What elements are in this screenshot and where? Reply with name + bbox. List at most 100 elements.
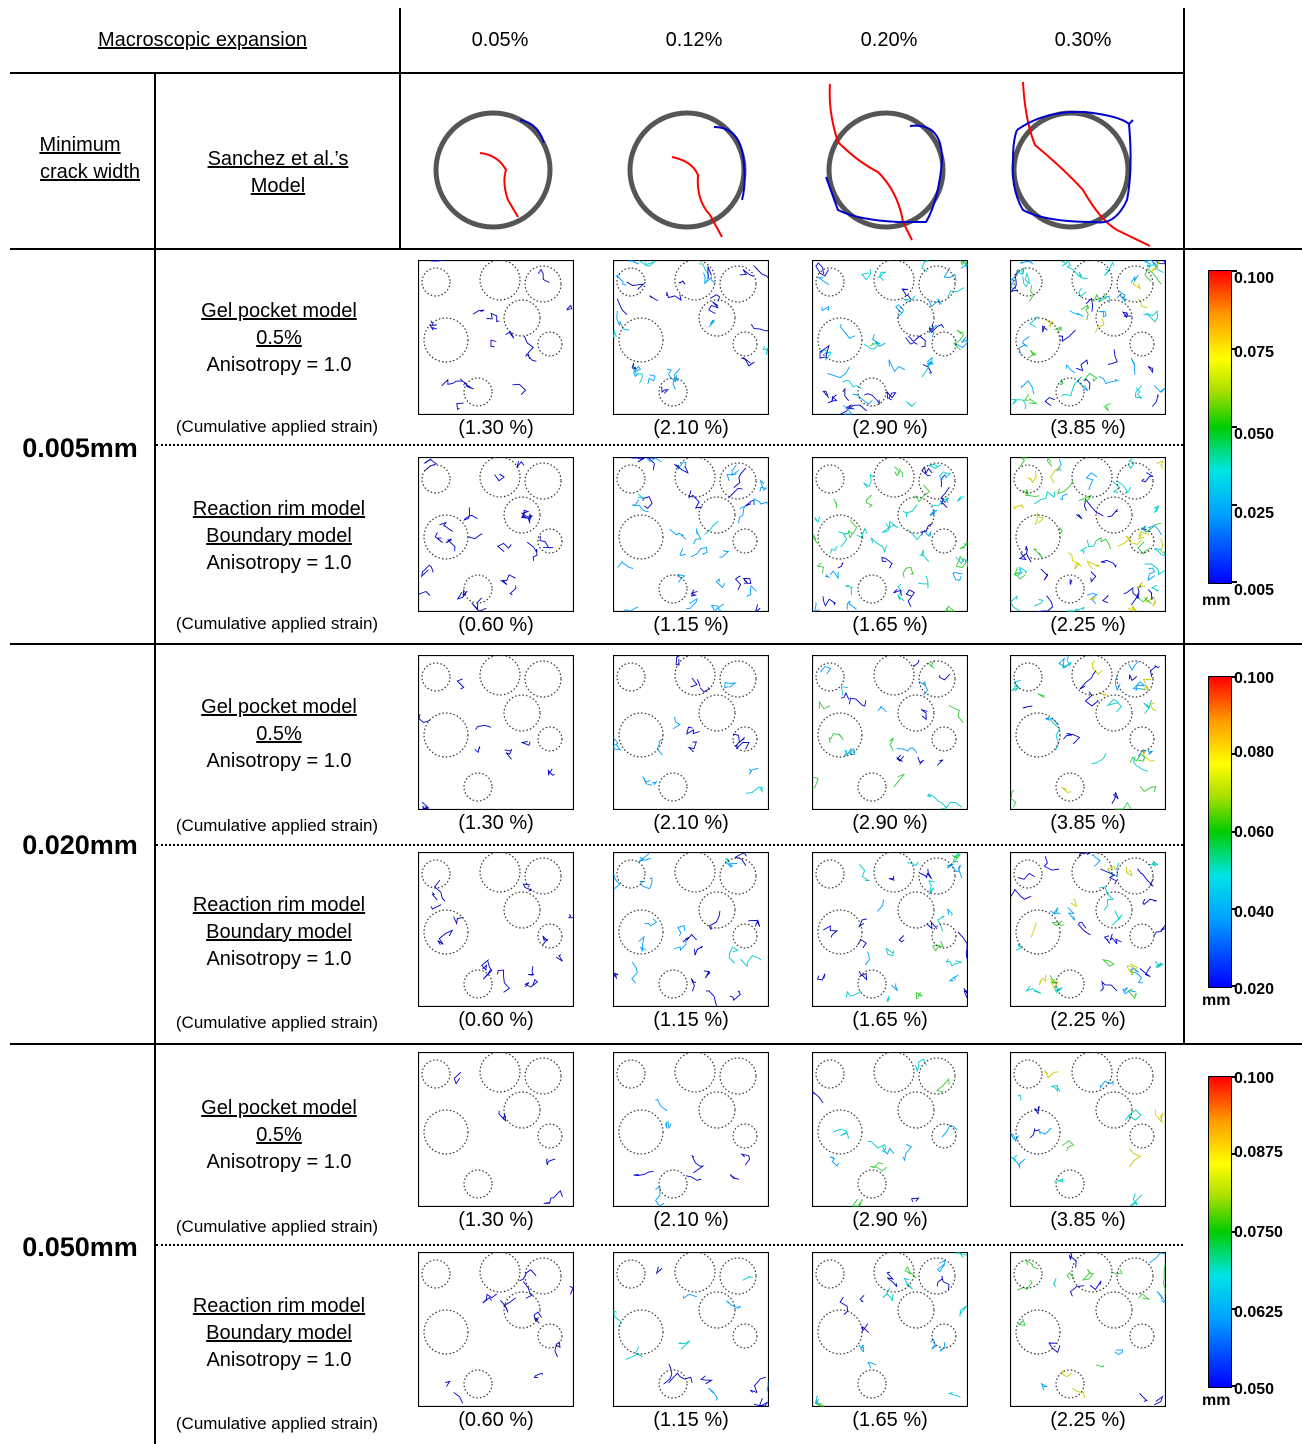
strain-value-r1-c0: (0.60 %) [458,614,534,636]
crack-panel-r2-c2 [812,655,968,810]
strain-value-r3-c1: (1.15 %) [653,1009,729,1031]
model-label-r1s0-1: Gel pocket model [201,696,357,718]
colorbar-1-tick-3: 0.040 [1234,904,1275,921]
colorbar-0-tick-3: 0.025 [1234,505,1275,522]
expansion-0: 0.05% [471,29,529,51]
grid-hline-1 [10,248,1302,250]
strain-value-r2-c0: (1.30 %) [458,812,534,834]
grid-dotted-3 [156,1244,1183,1246]
aniso-r2s1: Anisotropy = 1.0 [206,1349,352,1371]
crack-panel-r1-c0 [418,457,574,612]
colorbar-1-unit: mm [1202,992,1231,1009]
model-label-r0s1-2: Boundary model [206,525,352,547]
grid-dotted-2 [156,844,1183,846]
crack-panel-r2-c0 [418,655,574,810]
strain-value-r0-c1: (2.10 %) [653,417,729,439]
crack-panel-r5-c0 [418,1252,574,1407]
crack-panel-r5-c3 [1010,1252,1166,1407]
grid-vline-mid [399,8,401,250]
strain-value-r1-c3: (2.25 %) [1050,614,1126,636]
strain-caption-r2s0: (Cumulative applied strain) [175,1217,379,1236]
strain-caption-r2s1: (Cumulative applied strain) [175,1414,379,1433]
model-label-r2s1-2: Boundary model [206,1322,352,1344]
crack-panel-r4-c2 [812,1052,968,1207]
crack-panel-r1-c3 [1010,457,1166,612]
crack-panel-r0-c0 [418,260,574,415]
min-width-row-1: 0.020mm [22,830,138,860]
model-label-r1s1-1: Reaction rim model [192,894,366,916]
expansion-2: 0.20% [860,29,918,51]
aniso-r0s0: Anisotropy = 1.0 [206,354,352,376]
aniso-r1s1: Anisotropy = 1.0 [206,948,352,970]
model-label-r1s1-2: Boundary model [206,921,352,943]
model-label-r0s0-2: 0.5% [256,327,302,349]
model-label-r2s0-1: Gel pocket model [201,1097,357,1119]
crack-panel-r3-c0 [418,852,574,1007]
crack-panel-r4-c1 [613,1052,769,1207]
crack-panel-r3-c2 [812,852,968,1007]
crack-panel-r2-c1 [613,655,769,810]
macro-expansion-label: Macroscopic expansion [98,29,307,51]
crack-panel-r4-c0 [418,1052,574,1207]
strain-value-r5-c2: (1.65 %) [852,1409,928,1431]
model-label-r1s0-2: 0.5% [256,723,302,745]
strain-value-r5-c3: (2.25 %) [1050,1409,1126,1431]
model-label-r2s0-2: 0.5% [256,1124,302,1146]
colorbar-2-tick-4: 0.050 [1234,1381,1275,1398]
strain-value-r5-c1: (1.15 %) [653,1409,729,1431]
crack-panel-r0-c1 [613,260,769,415]
strain-value-r3-c0: (0.60 %) [458,1009,534,1031]
crack-panel-r4-c3 [1010,1052,1166,1207]
crack-panel-r2-c3 [1010,655,1166,810]
strain-value-r4-c3: (3.85 %) [1050,1209,1126,1231]
min-crack-label-2: crack width [39,161,141,183]
colorbar-2-tick-2: 0.0750 [1234,1224,1283,1241]
strain-value-r0-c3: (3.85 %) [1050,417,1126,439]
colorbar-2-tick-1: 0.0875 [1234,1144,1283,1161]
sanchez-diagram-0 [433,110,553,230]
strain-value-r3-c3: (2.25 %) [1050,1009,1126,1031]
colorbar-0-tick-1: 0.075 [1234,344,1275,361]
strain-value-r2-c3: (3.85 %) [1050,812,1126,834]
min-width-row-2: 0.050mm [22,1232,138,1262]
aniso-r1s0: Anisotropy = 1.0 [206,750,352,772]
colorbar-1-tick-2: 0.060 [1234,824,1275,841]
strain-value-r0-c2: (2.90 %) [852,417,928,439]
colorbar-1-tick-0: 0.100 [1234,670,1275,687]
grid-hline-header [10,72,1185,74]
strain-value-r5-c0: (0.60 %) [458,1409,534,1431]
strain-caption-r1s0: (Cumulative applied strain) [175,816,379,835]
strain-value-r4-c1: (2.10 %) [653,1209,729,1231]
strain-caption-r1s1: (Cumulative applied strain) [175,1013,379,1032]
aniso-r2s0: Anisotropy = 1.0 [206,1151,352,1173]
strain-value-r3-c2: (1.65 %) [852,1009,928,1031]
model-label-r0s0-1: Gel pocket model [201,300,357,322]
sanchez-diagram-2 [825,83,946,241]
grid-hline-3 [10,1043,1302,1045]
crack-panel-r5-c1 [613,1252,769,1407]
grid-dotted-1 [156,444,1183,446]
colorbar-1-tick-4: 0.020 [1234,981,1275,998]
expansion-3: 0.30% [1054,29,1112,51]
crack-panel-r1-c1 [613,457,769,612]
strain-value-r2-c2: (2.90 %) [852,812,928,834]
strain-value-r2-c1: (2.10 %) [653,812,729,834]
grid-vline-left [154,74,156,1444]
sanchez-label-2: Model [250,175,306,197]
crack-panel-r3-c1 [613,852,769,1007]
strain-value-r4-c0: (1.30 %) [458,1209,534,1231]
grid-hline-2 [10,643,1302,645]
colorbar-0-unit: mm [1202,592,1231,609]
colorbar-0-tick-4: 0.005 [1234,582,1275,599]
strain-value-r1-c2: (1.65 %) [852,614,928,636]
model-label-r0s1-1: Reaction rim model [192,498,366,520]
sanchez-label-1: Sanchez et al.’s [207,148,349,170]
colorbar-0-tick-2: 0.050 [1234,426,1275,443]
crack-panel-r5-c2 [812,1252,968,1407]
sanchez-diagram-3 [1011,81,1151,247]
min-crack-label-1: Minimum [39,134,121,156]
sanchez-diagram-1 [627,110,747,238]
crack-panel-r0-c2 [812,260,968,415]
colorbar-2-tick-3: 0.0625 [1234,1304,1283,1321]
colorbar-0-tick-0: 0.100 [1234,270,1275,287]
